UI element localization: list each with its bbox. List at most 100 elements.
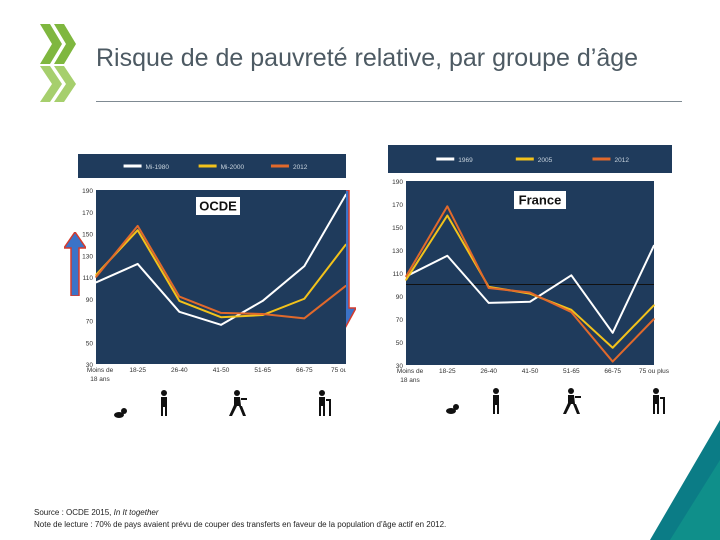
data-point xyxy=(487,302,490,304)
y-tick-label: 30 xyxy=(396,363,404,370)
data-point xyxy=(611,332,614,334)
y-tick-label: 50 xyxy=(396,340,404,347)
title-divider xyxy=(96,101,682,102)
oecd-logo xyxy=(40,24,76,102)
y-tick-label: 70 xyxy=(396,317,404,324)
data-point xyxy=(529,291,531,294)
data-point xyxy=(570,274,573,277)
y-tick-label: 110 xyxy=(393,271,404,278)
x-tick-label: 41-50 xyxy=(522,368,539,375)
data-point xyxy=(529,300,531,303)
data-point xyxy=(178,311,181,313)
reading-note: Note de lecture : 70% de pays avaient pr… xyxy=(34,520,447,529)
y-tick-label: 170 xyxy=(392,202,403,209)
data-point xyxy=(136,225,139,227)
y-tick-label: 90 xyxy=(86,297,94,304)
data-point xyxy=(487,287,490,289)
y-tick-label: 170 xyxy=(82,210,93,217)
elderly-cane-icon xyxy=(319,390,331,416)
chart-title: France xyxy=(519,193,562,208)
data-point xyxy=(178,300,181,302)
x-tick-label: 18 ans xyxy=(400,377,420,384)
y-tick-label: 30 xyxy=(86,362,94,369)
y-tick-label: 130 xyxy=(82,253,93,260)
data-point xyxy=(446,214,449,217)
elderly-cane-icon xyxy=(653,388,665,414)
chart-title: OCDE xyxy=(199,199,237,214)
x-tick-label: Moins de xyxy=(397,368,424,375)
data-point xyxy=(95,281,97,284)
data-point xyxy=(653,244,655,247)
data-point xyxy=(261,300,264,302)
legend-label: 2012 xyxy=(614,157,629,164)
data-point xyxy=(303,317,306,320)
x-tick-label: 51-65 xyxy=(563,368,580,375)
y-tick-label: 150 xyxy=(392,225,403,232)
x-tick-label: 18-25 xyxy=(129,367,146,374)
adult-walking-icon xyxy=(563,388,581,414)
up-arrow-icon xyxy=(64,232,86,296)
y-tick-label: 50 xyxy=(86,340,94,347)
chart-france: 1969 2005 2012 190 170 150 130 110 90 70 50 30Moins… xyxy=(388,145,672,384)
baby-icon xyxy=(114,408,127,418)
baby-icon xyxy=(446,404,459,414)
young-person-icon xyxy=(493,388,499,414)
data-point xyxy=(261,313,264,315)
y-tick-label: 90 xyxy=(396,294,404,301)
y-tick-label: 150 xyxy=(82,232,93,239)
legend-label: Mi-1980 xyxy=(146,164,170,171)
source-label: Source : OCDE 2015, xyxy=(34,508,114,517)
corner-decoration xyxy=(650,420,720,540)
data-point xyxy=(345,284,346,287)
y-tick-label: 70 xyxy=(86,319,94,326)
data-point xyxy=(178,295,181,298)
data-point xyxy=(570,311,573,313)
chart-title-box xyxy=(514,191,566,209)
x-tick-label: 75 ou plus xyxy=(639,368,670,375)
legend-label: 1969 xyxy=(458,157,473,164)
x-tick-label: 41-50 xyxy=(213,367,230,374)
legend-label: 2005 xyxy=(538,157,553,164)
slide-title: Risque de de pauvreté relative, par grou… xyxy=(96,44,639,72)
data-point xyxy=(653,318,655,320)
x-tick-label: 75 ou plus xyxy=(331,367,346,374)
data-point xyxy=(303,265,306,267)
data-point xyxy=(653,304,655,306)
y-tick-label: 130 xyxy=(392,248,403,255)
y-tick-label: 190 xyxy=(82,188,93,195)
source-note: Source : OCDE 2015, In It together Note … xyxy=(34,507,446,531)
x-tick-label: 26-40 xyxy=(480,368,497,375)
legend-label: Mi-2000 xyxy=(221,164,245,171)
data-point xyxy=(611,360,614,363)
x-tick-label: Moins de xyxy=(87,367,114,374)
data-point xyxy=(446,254,449,257)
data-point xyxy=(136,229,139,232)
data-point xyxy=(95,276,97,278)
data-point xyxy=(303,297,306,300)
data-point xyxy=(220,316,222,319)
x-tick-label: 66-75 xyxy=(604,368,621,375)
data-point xyxy=(570,309,573,311)
data-point xyxy=(136,263,139,265)
data-point xyxy=(446,205,449,208)
y-tick-label: 190 xyxy=(392,179,403,186)
legend-label: 2012 xyxy=(293,164,308,171)
x-tick-label: 26-40 xyxy=(171,367,188,374)
data-point xyxy=(345,243,346,246)
chart-title-box xyxy=(196,197,240,215)
x-tick-label: 66-75 xyxy=(296,367,313,374)
data-point xyxy=(405,279,407,281)
y-tick-label: 110 xyxy=(83,275,94,282)
x-tick-label: 18 ans xyxy=(90,376,110,383)
chart-ocde: Mi-1980 Mi-2000 2012 190 170 150 130 110 90 70 50 3… xyxy=(78,154,346,383)
adult-walking-icon xyxy=(229,390,247,416)
data-point xyxy=(220,312,222,314)
data-point xyxy=(220,324,222,326)
plot-area xyxy=(406,181,654,365)
data-point xyxy=(405,275,407,278)
plot-area xyxy=(96,190,346,364)
source-italic: In It together xyxy=(113,508,159,517)
x-tick-label: 18-25 xyxy=(439,368,456,375)
x-tick-label: 51-65 xyxy=(254,367,271,374)
data-point xyxy=(345,193,346,196)
